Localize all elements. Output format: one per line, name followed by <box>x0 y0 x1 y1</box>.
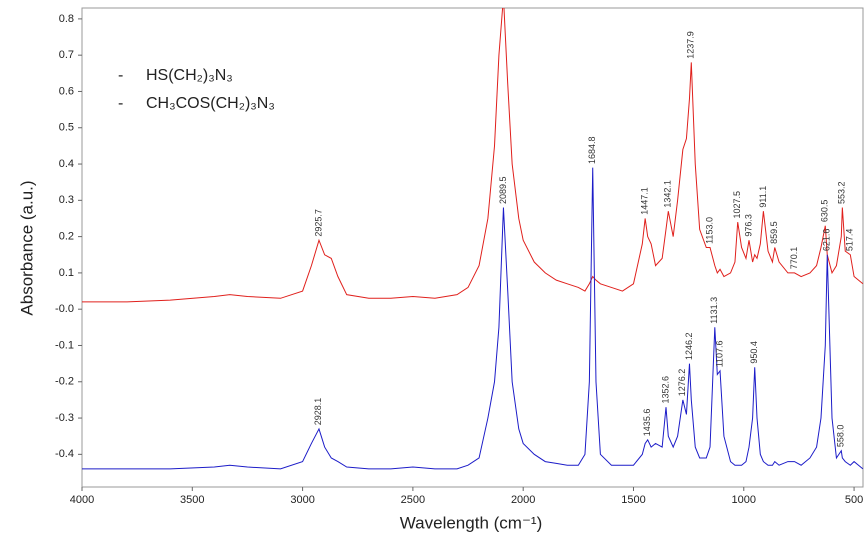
x-axis-title: Wavelength (cm⁻¹) <box>400 513 542 532</box>
peak-label: 2089.5 <box>498 176 508 204</box>
legend-marker: - <box>118 95 123 112</box>
peak-label: 1684.8 <box>587 136 597 164</box>
plot-area: 2925.7 1447.1 1342.1 1237.9 1153.0 1027.5976.… <box>82 8 864 470</box>
peak-label: 859.5 <box>769 221 779 244</box>
spectrum-line <box>82 8 864 303</box>
y-tick-label: -0.0 <box>55 303 74 315</box>
y-tick-label: 0.4 <box>59 158 74 170</box>
peak-label: 976.3 <box>743 214 753 237</box>
y-tick-label: 0.1 <box>59 267 74 279</box>
y-axis-title: Absorbance (a.u.) <box>17 180 36 315</box>
peak-label: 558.0 <box>836 425 846 448</box>
y-tick-label: 0.8 <box>59 13 74 25</box>
peak-label: 2925.7 <box>313 209 323 237</box>
legend-label: HS(CH₂)₃N₃ <box>146 67 233 84</box>
legend-marker: - <box>118 67 123 84</box>
x-tick-label: 3000 <box>290 494 314 506</box>
spectrum-line <box>82 167 864 470</box>
peak-label: 621.6 <box>822 229 832 252</box>
peak-label: 1435.6 <box>642 409 652 437</box>
peak-label: 1107.6 <box>714 340 724 367</box>
y-tick-label: 0.2 <box>59 231 74 243</box>
peak-label: 1447.1 <box>640 187 650 215</box>
x-tick-label: 4000 <box>70 494 94 506</box>
y-tick-label: 0.7 <box>59 49 74 61</box>
y-tick-label: -0.2 <box>55 376 74 388</box>
peak-label: 1131.3 <box>709 297 719 324</box>
peak-label: 1027.5 <box>732 191 742 219</box>
x-tick-label: 3500 <box>180 494 204 506</box>
peak-label: 2928.1 <box>313 398 323 426</box>
peak-label: 1342.1 <box>663 180 673 208</box>
x-tick-label: 2000 <box>511 494 535 506</box>
peak-label: 630.5 <box>820 200 830 223</box>
peak-label: 1237.9 <box>686 31 696 59</box>
peak-label: 1276.2 <box>677 369 687 397</box>
x-tick-label: 1000 <box>732 494 756 506</box>
x-tick-label: 2500 <box>401 494 425 506</box>
y-tick-label: -0.1 <box>55 339 74 351</box>
peak-label: 517.4 <box>845 229 855 252</box>
peak-label: 1352.6 <box>660 376 670 404</box>
peak-label: 950.4 <box>749 341 759 364</box>
plot-frame <box>81 7 864 488</box>
peak-label: 1153.0 <box>704 217 714 244</box>
y-tick-label: -0.4 <box>55 448 74 460</box>
peak-label: 553.2 <box>837 181 847 204</box>
x-tick-label: 1500 <box>621 494 645 506</box>
peak-label: 911.1 <box>758 186 768 208</box>
y-tick-label: 0.5 <box>59 122 74 134</box>
peak-label: 770.1 <box>789 247 799 270</box>
y-tick-label: 0.6 <box>59 85 74 97</box>
legend-label: CH₃COS(CH₂)₃N₃ <box>146 95 275 112</box>
y-tick-label: -0.3 <box>55 412 74 424</box>
peak-label: 1246.2 <box>684 332 694 360</box>
x-tick-label: 500 <box>845 494 863 506</box>
y-tick-label: 0.3 <box>59 194 74 206</box>
